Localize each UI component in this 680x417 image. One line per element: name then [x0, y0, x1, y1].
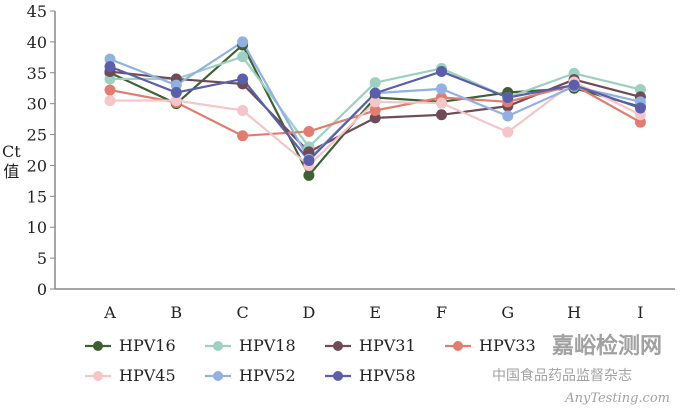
legend-marker-icon	[85, 340, 111, 351]
data-point-HPV33	[104, 84, 116, 96]
data-point-HPV52	[436, 83, 447, 95]
x-tick-label: A	[103, 303, 116, 322]
legend-label: HPV16	[119, 336, 176, 355]
legend-item-HPV58: HPV58	[325, 366, 416, 385]
x-tick-label: H	[567, 303, 581, 322]
data-point-HPV58	[237, 73, 249, 85]
y-tick-label: 20	[27, 156, 47, 175]
data-point-HPV33	[369, 104, 381, 116]
legend-item-HPV45: HPV45	[85, 366, 176, 385]
y-axis-label-line2: 值	[3, 162, 20, 181]
legend-marker-icon	[325, 370, 351, 381]
data-point-HPV45	[436, 97, 447, 109]
data-point-HPV58	[436, 66, 447, 78]
x-tick-label: E	[369, 303, 381, 322]
data-point-HPV18	[237, 51, 249, 63]
legend-label: HPV52	[239, 366, 296, 385]
y-tick-label: 45	[27, 2, 47, 21]
x-tick-label: G	[501, 303, 514, 322]
legend-marker-icon	[325, 340, 351, 351]
legend-item-HPV18: HPV18	[205, 336, 296, 355]
y-tick-label: 40	[27, 33, 47, 52]
x-tick-label: F	[436, 303, 447, 322]
y-tick-label: 35	[27, 64, 47, 83]
legend-marker-icon	[205, 340, 231, 351]
x-tick-label: C	[236, 303, 248, 322]
data-point-HPV58	[568, 79, 580, 91]
data-point-HPV45	[170, 95, 182, 107]
data-point-HPV45	[104, 95, 116, 107]
data-point-HPV52	[237, 36, 249, 48]
legend-item-HPV33: HPV33	[445, 336, 536, 355]
y-axis-label-line1: Ct	[2, 142, 21, 161]
legend-marker-icon	[85, 370, 111, 381]
legend-marker-icon	[445, 340, 471, 351]
legend-item-HPV52: HPV52	[205, 366, 296, 385]
data-point-HPV58	[634, 102, 646, 114]
data-point-HPV16	[303, 169, 315, 181]
x-tick-label: D	[302, 303, 315, 322]
legend-item-HPV31: HPV31	[325, 336, 416, 355]
data-point-HPV18	[369, 77, 381, 89]
data-point-HPV58	[303, 155, 315, 167]
y-tick-label: 15	[27, 187, 47, 206]
data-point-HPV45	[237, 104, 249, 116]
y-tick-label: 30	[27, 95, 47, 114]
watermark-journal: 中国食品药品监督杂志	[492, 368, 632, 384]
y-tick-label: 25	[27, 126, 47, 145]
legend-item-HPV16: HPV16	[85, 336, 176, 355]
data-point-HPV58	[104, 61, 116, 73]
x-tick-label: I	[637, 303, 643, 322]
y-tick-label: 0	[37, 280, 47, 299]
legend-label: HPV31	[359, 336, 416, 355]
watermark-url: AnyTesting.com	[565, 391, 670, 406]
x-tick-label: B	[170, 303, 182, 322]
legend-label: HPV33	[479, 336, 536, 355]
y-tick-label: 10	[27, 218, 47, 237]
data-point-HPV33	[303, 125, 315, 137]
data-point-HPV45	[369, 96, 381, 108]
data-point-HPV31	[436, 109, 447, 121]
data-point-HPV58	[502, 91, 514, 103]
data-point-HPV58	[170, 87, 182, 99]
legend-marker-icon	[205, 370, 231, 381]
y-axis-label: Ct 值	[2, 142, 21, 182]
y-tick-label: 5	[37, 249, 47, 268]
data-point-HPV52	[502, 110, 514, 122]
legend-label: HPV18	[239, 336, 296, 355]
data-point-HPV58	[369, 87, 381, 99]
legend-label: HPV58	[359, 366, 416, 385]
data-point-HPV45	[502, 126, 514, 138]
watermark-site: 嘉峪检测网	[551, 333, 662, 359]
data-point-HPV33	[237, 130, 249, 142]
legend-label: HPV45	[119, 366, 176, 385]
